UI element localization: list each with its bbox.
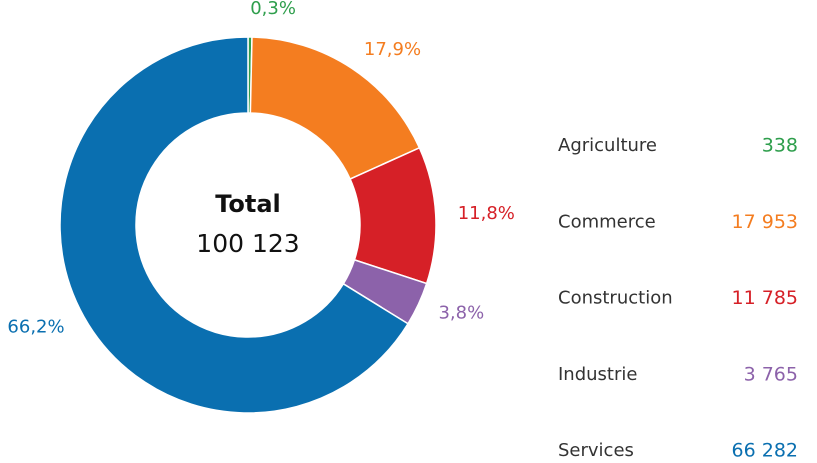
legend-value: 17 953 [732, 211, 798, 233]
legend-name: Services [558, 440, 634, 461]
percentage-label: 66,2% [7, 316, 64, 337]
donut-slice [59, 36, 410, 414]
legend-value: 3 765 [744, 363, 798, 385]
legend-value: 338 [762, 135, 798, 157]
percentage-label: 11,8% [458, 203, 515, 224]
total-label: Total [215, 190, 281, 218]
legend-value: 66 282 [732, 440, 798, 462]
total-value: 100 123 [196, 229, 299, 258]
percentage-label: 3,8% [438, 302, 484, 323]
percentage-label: 0,3% [250, 0, 296, 19]
legend-name: Industrie [558, 364, 637, 385]
legend-name: Agriculture [558, 135, 657, 156]
legend-value: 11 785 [732, 287, 798, 309]
legend-name: Construction [558, 288, 673, 309]
legend-name: Commerce [558, 211, 656, 232]
percentage-label: 17,9% [364, 39, 421, 60]
